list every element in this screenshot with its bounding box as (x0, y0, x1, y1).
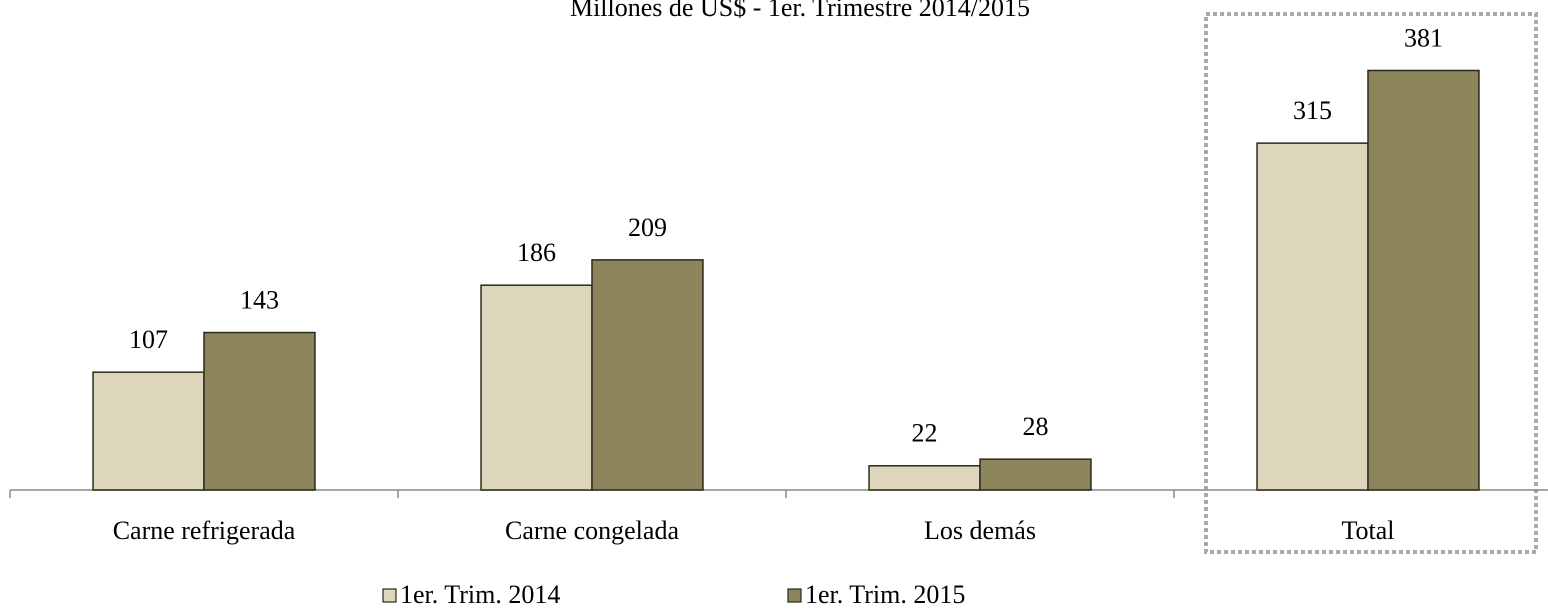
bar (979, 458, 1092, 491)
data-label: 28 (1022, 412, 1048, 441)
bar (203, 331, 316, 491)
bar (591, 259, 704, 491)
data-label: 186 (517, 238, 556, 267)
data-label: 22 (912, 419, 938, 448)
data-label: 381 (1404, 23, 1443, 52)
bar (480, 284, 593, 491)
bar (92, 371, 205, 491)
data-label: 315 (1293, 96, 1332, 125)
bar (1367, 69, 1480, 491)
legend-swatch (382, 588, 397, 603)
bar (868, 465, 981, 491)
data-label: 209 (628, 213, 667, 242)
x-tick-label: Carne refrigerada (113, 516, 296, 545)
legend-label: 1er. Trim. 2014 (400, 580, 560, 609)
data-label: 107 (129, 325, 168, 354)
x-tick-label: Los demás (924, 516, 1036, 545)
highlight-box (1204, 12, 1538, 554)
x-tick-label: Total (1341, 516, 1394, 545)
chart-title: Millones de US$ - 1er. Trimestre 2014/20… (570, 0, 1030, 22)
legend-label: 1er. Trim. 2015 (805, 580, 965, 609)
data-label: 143 (240, 286, 279, 315)
bar (1256, 142, 1369, 491)
legend-swatch (787, 588, 802, 603)
x-tick-label: Carne congelada (505, 516, 679, 545)
